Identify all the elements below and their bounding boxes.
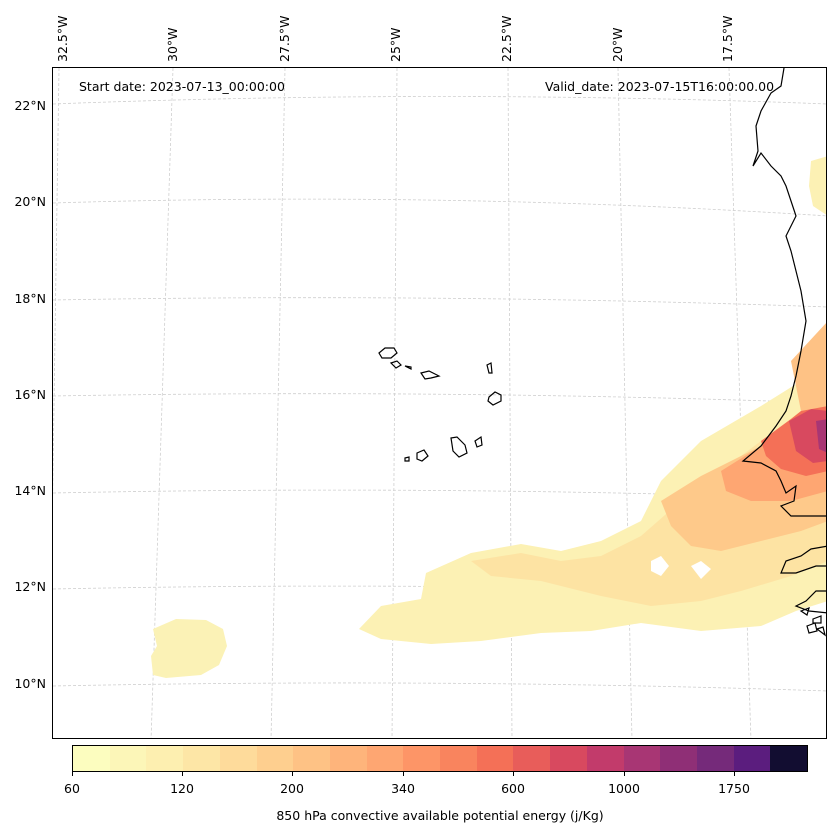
colorbar-tick-600 [513,772,514,776]
colorbar-label-1750: 1750 [718,781,750,796]
colorbar-label-600: 600 [501,781,525,796]
colorbar-segment [513,746,551,771]
lat-label-20n: 20°N [14,194,46,209]
colorbar-segment [146,746,184,771]
colorbar-tick-60 [72,772,73,776]
cape-region-north-east [809,156,826,215]
start-date-label: Start date: 2023-07-13_00:00:00 [79,79,285,94]
bissagos-islands [799,607,826,637]
colorbar-segment [660,746,697,771]
colorbar-tick-200 [292,772,293,776]
island-maio [474,435,483,448]
colorbar-segment [293,746,330,771]
colorbar-segment [256,746,294,771]
lon-label-30w: 30°W [165,27,180,62]
lat-label-18n: 18°N [14,291,46,306]
colorbar-tick-120 [182,772,183,776]
colorbar-label-60: 60 [64,781,80,796]
colorbar-segment [329,746,367,771]
cape-region-north-strip [791,323,826,411]
lat-label-22n: 22°N [14,98,46,113]
colorbar-tick-1750 [734,772,735,776]
map-panel[interactable] [52,67,827,739]
island-sao-vicente [389,360,402,369]
colorbar-segment [183,746,220,771]
island-santa-luzia [404,365,412,370]
cape-field [151,156,826,678]
lon-label-22-5w: 22.5°W [499,15,514,62]
lat-label-14n: 14°N [14,483,46,498]
colorbar-segment [733,746,771,771]
colorbar-label-1000: 1000 [608,781,640,796]
lon-label-20w: 20°W [610,27,625,62]
colorbar-label-340: 340 [391,781,415,796]
africa-coastline [741,68,826,517]
colorbar-segment [586,746,624,771]
colorbar-segment [770,746,808,771]
coastlines [378,68,826,637]
lon-label-32-5w: 32.5°W [55,15,70,62]
island-santo-antao [378,347,398,359]
island-sao-nicolau [420,370,441,380]
colorbar-title: 850 hPa convective available potential e… [276,808,604,823]
island-fogo [416,449,429,462]
island-sal [486,362,493,374]
africa-coastline-south [780,545,826,614]
colorbar-segment [73,746,110,771]
colorbar-label-200: 200 [280,781,304,796]
cape-region-gap-1 [651,556,669,576]
cape-region-band-level7 [816,419,826,453]
colorbar-segment [403,746,441,771]
island-brava [404,456,410,462]
colorbar-segment [109,746,147,771]
colorbar-segment [366,746,404,771]
colorbar-label-120: 120 [170,781,194,796]
lon-label-17-5w: 17.5°W [720,15,735,62]
lon-label-27-5w: 27.5°W [277,15,292,62]
lat-label-12n: 12°N [14,579,46,594]
lat-label-10n: 10°N [14,676,46,691]
map-canvas [53,68,826,738]
colorbar [72,745,808,772]
island-santiago [450,436,468,458]
colorbar-segment [440,746,477,771]
cape-region-south-west [151,619,227,678]
colorbar-segment [550,746,587,771]
island-boa-vista [487,391,502,406]
colorbar-segment [476,746,514,771]
lat-label-16n: 16°N [14,387,46,402]
lon-label-25w: 25°W [388,27,403,62]
colorbar-segment [219,746,257,771]
colorbar-segment [623,746,661,771]
valid-date-label: Valid_date: 2023-07-15T16:00:00.00 [545,79,775,94]
colorbar-segment [696,746,734,771]
cape-region-band-level2 [471,397,826,606]
cape-region-gap-2 [691,561,711,579]
colorbar-tick-1000 [624,772,625,776]
colorbar-tick-340 [403,772,404,776]
